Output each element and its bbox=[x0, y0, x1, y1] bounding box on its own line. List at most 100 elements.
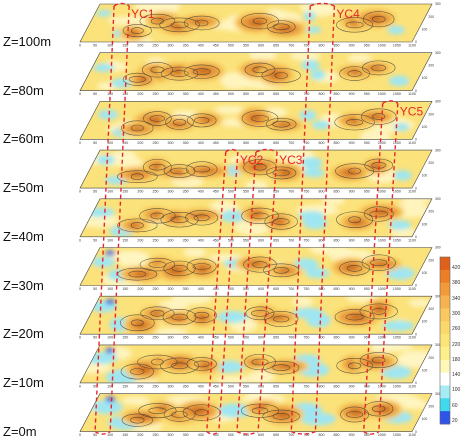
contour bbox=[272, 23, 290, 31]
x-tick-label: 400 bbox=[198, 433, 204, 436]
contour bbox=[253, 163, 267, 171]
low-anomaly bbox=[93, 63, 115, 72]
light-patch bbox=[183, 247, 207, 258]
peak-anomaly bbox=[343, 264, 358, 271]
x-tick-label: 900 bbox=[349, 287, 355, 291]
min-anomaly bbox=[105, 250, 116, 256]
contour bbox=[130, 416, 145, 424]
contour bbox=[372, 356, 386, 364]
zone-boundary bbox=[290, 5, 336, 432]
x-tick-label: 100 bbox=[107, 287, 113, 291]
y-tick-label: 0 bbox=[415, 89, 417, 93]
x-tick-label: 750 bbox=[303, 190, 309, 194]
x-tick-label: 1050 bbox=[393, 44, 401, 48]
x-tick-label: 700 bbox=[288, 384, 294, 388]
depth-label: Z=0m bbox=[3, 423, 37, 439]
x-tick-label: 350 bbox=[183, 433, 189, 436]
contour bbox=[143, 111, 172, 126]
contour bbox=[194, 117, 210, 124]
x-tick-label: 500 bbox=[228, 336, 234, 340]
zone-top-cap bbox=[225, 148, 239, 153]
colorbar-tick-label: 260 bbox=[452, 326, 461, 333]
contour bbox=[371, 15, 386, 23]
x-tick-label: 50 bbox=[93, 92, 97, 96]
light-patch bbox=[117, 250, 150, 268]
slice-anomalies bbox=[91, 296, 432, 335]
contour bbox=[183, 15, 220, 31]
x-tick-label: 850 bbox=[334, 190, 340, 194]
contour bbox=[339, 261, 370, 276]
peak-anomaly bbox=[349, 409, 362, 416]
x-tick-label: 1100 bbox=[408, 238, 416, 242]
x-tick-label: 700 bbox=[288, 336, 294, 340]
light-patch bbox=[154, 327, 188, 335]
low-anomaly bbox=[386, 267, 415, 280]
contour bbox=[245, 306, 275, 321]
x-tick-label: 650 bbox=[273, 287, 279, 291]
slice-frame bbox=[79, 247, 433, 286]
contour bbox=[266, 166, 297, 180]
contour-lines bbox=[117, 254, 396, 281]
x-tick-label: 150 bbox=[122, 190, 128, 194]
colorbar-tick-label: 100 bbox=[452, 387, 461, 394]
x-tick-label: 950 bbox=[364, 433, 370, 436]
x-tick-label: 1100 bbox=[408, 287, 416, 291]
depth-label: Z=40m bbox=[3, 228, 44, 244]
contour bbox=[334, 309, 375, 326]
light-patch bbox=[405, 399, 429, 410]
contour bbox=[149, 163, 166, 171]
x-tick-label: 500 bbox=[228, 92, 234, 96]
x-tick-label: 450 bbox=[213, 238, 219, 242]
y-tick-label: 300 bbox=[435, 100, 441, 104]
colorbar-swatch bbox=[440, 346, 450, 361]
x-tick-label: 300 bbox=[168, 44, 174, 48]
zone-yc1: YC1 bbox=[94, 2, 155, 435]
contour bbox=[137, 354, 178, 370]
y-tick-label: 200 bbox=[428, 356, 434, 360]
x-tick-label: 200 bbox=[137, 433, 143, 436]
contour bbox=[361, 108, 397, 125]
x-tick-label: 500 bbox=[228, 238, 234, 242]
y-tick-label: 300 bbox=[435, 343, 441, 347]
x-tick-label: 400 bbox=[198, 384, 204, 388]
x-tick-label: 850 bbox=[334, 44, 340, 48]
contour bbox=[369, 210, 388, 218]
contour-lines bbox=[119, 303, 398, 332]
x-tick-label: 600 bbox=[258, 190, 264, 194]
light-patch bbox=[360, 128, 391, 140]
contour bbox=[130, 368, 145, 375]
x-tick-label: 250 bbox=[152, 433, 158, 436]
contour bbox=[150, 309, 165, 317]
x-tick-label: 0 bbox=[79, 384, 81, 388]
x-tick-label: 600 bbox=[258, 44, 264, 48]
colorbar-swatch bbox=[440, 269, 450, 284]
low-anomaly bbox=[393, 170, 412, 181]
x-tick-label: 450 bbox=[213, 287, 219, 291]
x-tick-label: 750 bbox=[303, 92, 309, 96]
x-tick-label: 500 bbox=[228, 44, 234, 48]
x-tick-label: 1100 bbox=[408, 336, 416, 340]
light-patch bbox=[345, 296, 379, 303]
contour bbox=[170, 167, 189, 175]
depth-slice: 0 50 100 150 200 250 300 350 400 450 500 550 600 650 7… bbox=[79, 197, 441, 242]
x-tick-label: 900 bbox=[349, 238, 355, 242]
contour bbox=[165, 114, 194, 130]
low-anomaly bbox=[303, 168, 325, 178]
low-anomaly bbox=[388, 220, 412, 230]
light-patch bbox=[134, 4, 181, 15]
min-anomaly bbox=[105, 348, 116, 354]
zone-bottom-cap bbox=[363, 431, 380, 435]
x-tick-label: 1000 bbox=[378, 336, 386, 340]
x-tick-label: 1100 bbox=[408, 433, 416, 436]
contour bbox=[363, 206, 394, 222]
zone-bottom-cap bbox=[94, 431, 111, 435]
y-tick-label: 200 bbox=[428, 404, 434, 408]
slice-frame bbox=[79, 198, 433, 238]
x-tick-label: 800 bbox=[318, 433, 324, 436]
peak-anomaly bbox=[377, 406, 391, 413]
peak-anomaly bbox=[368, 114, 383, 119]
contour bbox=[336, 358, 373, 374]
x-tick-label: 50 bbox=[93, 44, 97, 48]
x-tick-label: 100 bbox=[107, 190, 113, 194]
